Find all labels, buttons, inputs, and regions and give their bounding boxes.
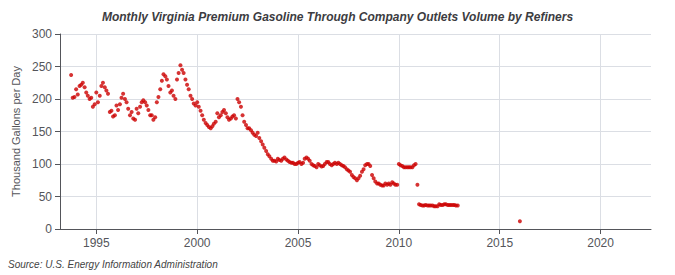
svg-text:300: 300 bbox=[32, 27, 52, 41]
svg-text:2000: 2000 bbox=[184, 236, 211, 250]
svg-text:2005: 2005 bbox=[285, 236, 312, 250]
svg-text:2020: 2020 bbox=[587, 236, 614, 250]
svg-text:Thousand Gallons per Day: Thousand Gallons per Day bbox=[10, 66, 22, 197]
svg-text:Source: U.S. Energy Informatio: Source: U.S. Energy Information Administ… bbox=[8, 259, 218, 270]
svg-text:2010: 2010 bbox=[386, 236, 413, 250]
svg-text:150: 150 bbox=[32, 125, 52, 139]
svg-text:100: 100 bbox=[32, 157, 52, 171]
svg-text:0: 0 bbox=[45, 222, 52, 236]
svg-text:50: 50 bbox=[39, 190, 53, 204]
svg-text:250: 250 bbox=[32, 60, 52, 74]
svg-text:200: 200 bbox=[32, 92, 52, 106]
svg-text:2015: 2015 bbox=[486, 236, 513, 250]
svg-text:Monthly Virginia Premium Gasol: Monthly Virginia Premium Gasoline Throug… bbox=[102, 10, 574, 24]
svg-text:1995: 1995 bbox=[83, 236, 110, 250]
